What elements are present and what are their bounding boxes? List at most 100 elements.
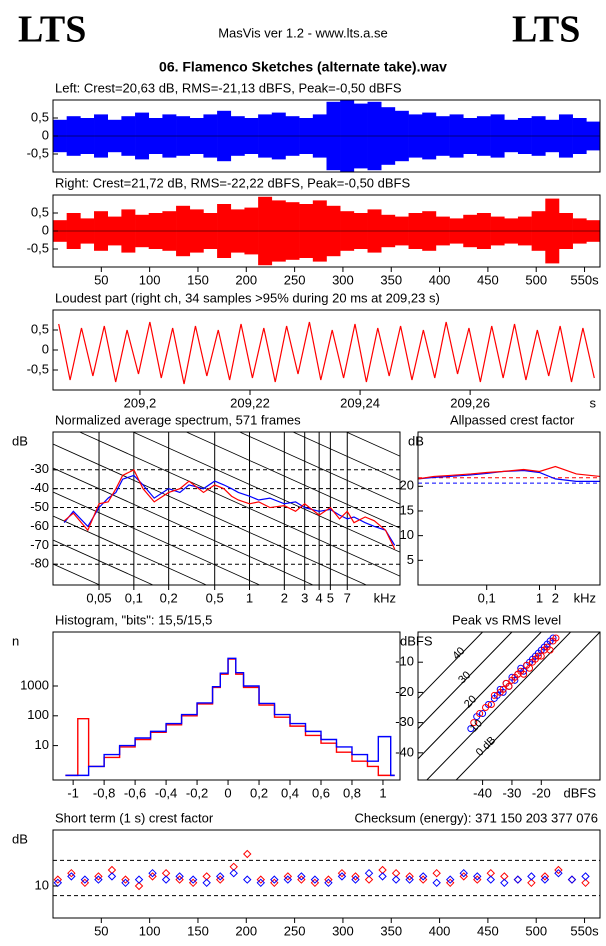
x-tick-label: 500 — [525, 272, 547, 287]
plot-area — [58, 321, 595, 385]
x-tick-label: 100 — [139, 272, 161, 287]
point — [337, 868, 347, 878]
x-tick-label: 250 — [284, 923, 306, 938]
x-tick-label: -20 — [532, 785, 551, 800]
point — [520, 667, 528, 675]
point — [520, 670, 528, 678]
plot-area — [53, 196, 600, 266]
point — [511, 676, 519, 684]
point — [500, 878, 509, 888]
panel-title: Allpassed crest factor — [450, 412, 575, 427]
point — [445, 875, 455, 884]
point — [229, 868, 238, 878]
point — [459, 868, 468, 878]
point — [94, 872, 103, 881]
x-tick-label: 500 — [525, 923, 547, 938]
point — [505, 682, 513, 690]
plot-frame — [417, 631, 601, 781]
point — [188, 878, 198, 888]
y-axis-label: dB — [12, 433, 28, 448]
point — [67, 872, 76, 881]
x-tick-label: 550s — [570, 923, 599, 938]
plot-area — [53, 432, 400, 585]
logo: LTS — [512, 9, 580, 51]
point — [405, 875, 414, 884]
x-tick-label: 209,26 — [450, 395, 490, 410]
point — [534, 652, 542, 660]
point — [80, 875, 90, 884]
panel-title: Loudest part (right ch, 34 samples >95% … — [55, 290, 440, 305]
point — [270, 878, 279, 888]
x-tick-label: 2 — [281, 590, 288, 605]
point — [405, 872, 414, 881]
point — [134, 881, 144, 891]
panel-title: Histogram, "bits": 15,5/15,5 — [55, 612, 212, 627]
point — [490, 691, 498, 699]
x-tick-label: -0,6 — [124, 785, 146, 800]
x-tick-label: 0,1 — [478, 590, 496, 605]
point — [310, 875, 320, 884]
y-tick-label: -60 — [30, 518, 49, 533]
point — [418, 872, 428, 881]
x-tick-label: 400 — [429, 272, 451, 287]
point — [527, 878, 536, 888]
point — [134, 875, 144, 884]
crest-line — [455, 632, 600, 780]
plot-frame — [52, 194, 601, 268]
point — [161, 875, 171, 884]
point — [297, 872, 306, 881]
plot-frame — [52, 99, 601, 173]
point — [486, 875, 496, 884]
file-name: 06. Flamenco Sketches (alternate take).w… — [159, 59, 447, 75]
x-tick-label: 50 — [94, 272, 108, 287]
x-tick-label: 0,6 — [312, 785, 330, 800]
y-tick-label: 0 — [42, 127, 49, 142]
panel-title: Short term (1 s) crest factor — [55, 810, 214, 825]
x-tick-label: 100 — [139, 923, 161, 938]
point — [552, 634, 560, 642]
x-tick-label: 300 — [332, 923, 354, 938]
point — [215, 872, 225, 881]
x-tick-label: 1 — [536, 590, 543, 605]
plot-area — [418, 465, 600, 484]
x-tick-label: 150 — [187, 272, 209, 287]
x-tick-label: 0,4 — [281, 785, 299, 800]
x-tick-label: 50 — [94, 923, 108, 938]
x-tick-label: 0,8 — [343, 785, 361, 800]
point — [80, 878, 90, 888]
point — [487, 700, 495, 708]
plot-frame — [52, 631, 401, 781]
point — [351, 872, 360, 881]
point — [527, 872, 536, 881]
x-tick-label: 300 — [332, 272, 354, 287]
point — [175, 875, 184, 884]
x-tick-label: 209,2 — [124, 395, 157, 410]
plot-area — [53, 100, 600, 172]
x-tick-label: 0,1 — [125, 590, 143, 605]
point — [121, 875, 130, 884]
x-tick-label: 3 — [301, 590, 308, 605]
slope-guide — [53, 467, 314, 585]
y-tick-label: -70 — [30, 537, 49, 552]
data-line — [63, 468, 396, 550]
data-line — [418, 465, 600, 480]
y-tick-label: 0,5 — [31, 321, 49, 336]
x-axis-label: kHz — [574, 590, 596, 605]
x-tick-label: -0,4 — [155, 785, 177, 800]
y-axis-label: dB — [408, 433, 424, 448]
plot-frame — [52, 309, 601, 391]
point — [479, 710, 487, 718]
x-tick-label: -30 — [503, 785, 522, 800]
x-tick-label: 209,24 — [340, 395, 380, 410]
point — [270, 875, 279, 884]
point — [445, 878, 455, 888]
point — [513, 875, 523, 884]
plot-area — [418, 632, 600, 780]
point — [470, 719, 478, 727]
point — [67, 868, 76, 878]
x-tick-label: 450 — [477, 923, 499, 938]
point — [215, 875, 225, 884]
x-axis-label: s — [590, 395, 597, 410]
point — [554, 868, 563, 878]
point — [243, 875, 252, 884]
